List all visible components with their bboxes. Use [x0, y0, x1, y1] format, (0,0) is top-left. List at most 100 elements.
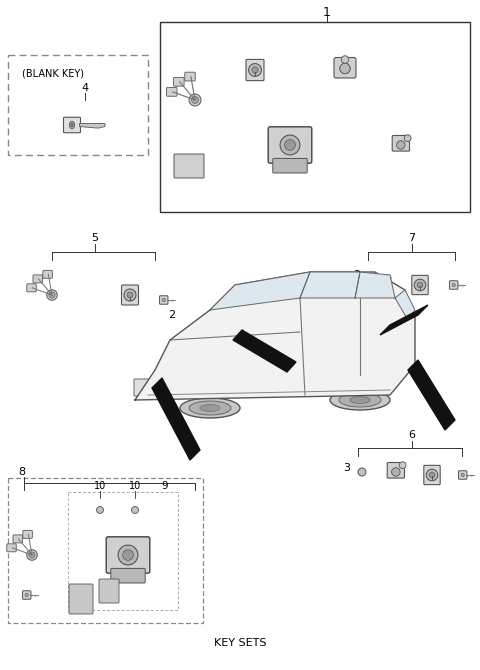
Polygon shape — [152, 378, 200, 460]
Circle shape — [399, 462, 406, 468]
Bar — [160, 22, 470, 212]
Circle shape — [280, 135, 300, 155]
Text: 4: 4 — [82, 83, 89, 93]
Ellipse shape — [180, 398, 240, 418]
FancyBboxPatch shape — [7, 544, 16, 552]
FancyBboxPatch shape — [412, 275, 428, 295]
Bar — [130, 567, 133, 573]
Circle shape — [414, 279, 426, 291]
FancyBboxPatch shape — [458, 471, 467, 479]
Text: 5: 5 — [92, 233, 98, 243]
Text: 6: 6 — [408, 430, 416, 440]
Bar — [137, 567, 141, 573]
FancyBboxPatch shape — [23, 591, 31, 599]
Circle shape — [29, 552, 35, 558]
Text: KEY SETS: KEY SETS — [214, 638, 266, 648]
Text: 9: 9 — [162, 481, 168, 491]
FancyBboxPatch shape — [99, 579, 119, 603]
Ellipse shape — [189, 401, 231, 415]
FancyBboxPatch shape — [449, 281, 458, 289]
Circle shape — [249, 64, 262, 76]
FancyBboxPatch shape — [334, 58, 356, 78]
Circle shape — [27, 550, 37, 560]
Circle shape — [252, 67, 258, 73]
Polygon shape — [80, 123, 105, 128]
Circle shape — [377, 281, 385, 289]
Polygon shape — [300, 272, 360, 298]
FancyBboxPatch shape — [27, 284, 36, 292]
Circle shape — [392, 468, 400, 476]
FancyBboxPatch shape — [63, 117, 81, 133]
Circle shape — [132, 507, 139, 513]
Text: 7: 7 — [408, 233, 416, 243]
FancyBboxPatch shape — [33, 275, 43, 283]
Bar — [8, 55, 148, 155]
Text: 3: 3 — [343, 463, 350, 473]
FancyBboxPatch shape — [23, 531, 32, 538]
Circle shape — [341, 56, 349, 63]
FancyBboxPatch shape — [111, 568, 145, 583]
Bar — [8, 478, 203, 623]
Bar — [285, 157, 288, 163]
Circle shape — [47, 289, 57, 300]
Text: (BLANK KEY): (BLANK KEY) — [22, 68, 84, 78]
Polygon shape — [408, 360, 455, 430]
Bar — [292, 157, 295, 163]
Polygon shape — [380, 305, 428, 335]
Text: 8: 8 — [18, 467, 25, 477]
Circle shape — [396, 141, 405, 149]
FancyBboxPatch shape — [372, 275, 389, 291]
Circle shape — [122, 549, 133, 560]
FancyBboxPatch shape — [273, 158, 307, 173]
Bar — [122, 567, 126, 573]
Circle shape — [426, 469, 438, 481]
Circle shape — [358, 468, 366, 476]
Circle shape — [49, 292, 55, 298]
FancyBboxPatch shape — [387, 462, 405, 478]
Circle shape — [96, 507, 104, 513]
FancyBboxPatch shape — [121, 285, 139, 305]
Bar — [115, 567, 119, 573]
FancyBboxPatch shape — [134, 379, 161, 396]
Ellipse shape — [350, 397, 370, 403]
Text: 10: 10 — [94, 481, 106, 491]
Text: 3: 3 — [353, 270, 360, 280]
Circle shape — [461, 474, 464, 476]
Ellipse shape — [71, 123, 73, 127]
FancyBboxPatch shape — [174, 154, 204, 178]
Circle shape — [417, 282, 423, 288]
Polygon shape — [395, 290, 415, 320]
Ellipse shape — [200, 405, 220, 411]
Circle shape — [375, 332, 381, 338]
FancyBboxPatch shape — [13, 535, 23, 543]
Ellipse shape — [70, 121, 74, 129]
FancyBboxPatch shape — [246, 60, 264, 80]
Circle shape — [429, 472, 435, 478]
Text: 1: 1 — [323, 5, 331, 19]
Polygon shape — [135, 272, 415, 400]
Bar — [68, 492, 178, 610]
Circle shape — [192, 96, 198, 103]
FancyBboxPatch shape — [174, 77, 184, 86]
Polygon shape — [355, 272, 395, 298]
FancyBboxPatch shape — [43, 270, 52, 278]
FancyBboxPatch shape — [159, 295, 168, 304]
Circle shape — [404, 135, 411, 141]
Polygon shape — [233, 330, 296, 372]
Circle shape — [285, 139, 295, 150]
Circle shape — [124, 289, 136, 301]
Bar — [299, 157, 302, 163]
Circle shape — [189, 94, 201, 106]
FancyBboxPatch shape — [185, 72, 195, 81]
FancyBboxPatch shape — [69, 584, 93, 614]
FancyBboxPatch shape — [167, 88, 177, 96]
Circle shape — [25, 594, 28, 596]
Ellipse shape — [339, 393, 381, 407]
Circle shape — [452, 283, 456, 287]
Text: 10: 10 — [129, 481, 141, 491]
Polygon shape — [210, 272, 310, 310]
Bar — [277, 157, 281, 163]
Circle shape — [127, 292, 133, 298]
Circle shape — [384, 275, 391, 281]
Circle shape — [162, 298, 165, 302]
